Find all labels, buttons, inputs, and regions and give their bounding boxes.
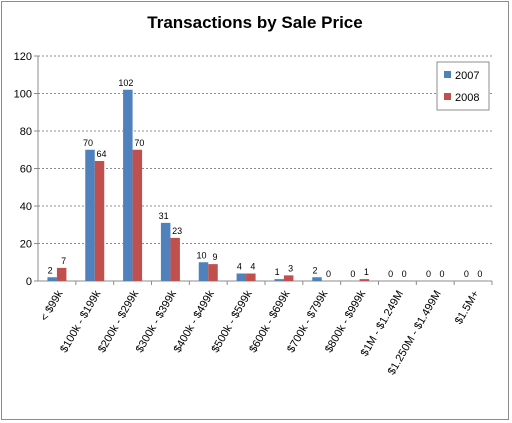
data-label-2007: 0 [388,269,393,279]
data-label-2008: 3 [288,263,293,273]
data-label-2008: 70 [134,138,144,148]
bar-2008 [170,237,180,281]
data-label-2008: 0 [402,269,407,279]
legend-swatch-2008 [444,93,451,100]
data-label-2008: 23 [172,226,182,236]
data-label-2008: 9 [212,252,217,262]
y-tick-label: 100 [14,89,32,101]
legend-box [436,61,490,111]
bar-2007 [85,149,95,281]
bar-2008 [132,149,143,281]
y-tick-label: 120 [14,51,32,63]
bar-2008 [283,275,294,281]
x-tick-label: $100k - $199k [58,288,104,355]
x-tick-label: $600k - $699k [247,288,293,355]
y-tick-label: 80 [20,126,32,138]
y-tick-label: 40 [20,201,32,213]
bar-2007 [312,277,322,281]
gridlines [34,55,492,282]
data-label-2007: 102 [118,78,133,88]
x-tick-labels: < $99k$100k - $199k$200k - $299k$300k - … [38,288,481,377]
data-label-2008: 0 [439,269,444,279]
axes [37,56,493,285]
bar-2007 [198,262,209,281]
data-label-2008: 0 [326,269,331,279]
data-label-2007: 0 [350,269,355,279]
x-tick-label: $400k - $499k [172,288,218,355]
y-tick-labels: 0 20 40 60 80 100 120 [14,51,32,288]
x-tick-label: $300k - $399k [134,288,180,355]
data-label-2007: 70 [83,138,93,148]
x-tick-label: $500k - $599k [209,288,255,355]
x-tick-label: $800k - $999k [323,288,369,355]
x-tick-label: < $99k [38,288,65,323]
data-label-2008: 64 [96,149,106,159]
data-label-2008: 4 [250,262,255,272]
y-tick-label: 0 [26,276,32,288]
data-label-2008: 1 [364,267,369,277]
bar-2008 [208,264,218,281]
data-label-2007: 4 [237,262,242,272]
data-label-2007: 0 [464,269,469,279]
data-label-2007: 2 [312,265,317,275]
data-label-2007: 10 [196,250,206,260]
bar-2008 [246,273,256,281]
bar-2008 [56,267,67,281]
bar-2007 [47,277,57,281]
legend-label-2008: 2008 [455,92,479,104]
x-tick-label: $200k - $299k [96,288,142,355]
legend: 2007 2008 [436,61,490,111]
bar-2007 [236,273,247,281]
data-label-2008: 0 [477,269,482,279]
data-label-2008: 7 [61,256,66,266]
bar-2008 [359,279,370,281]
x-tick-label: $700k - $799k [285,288,331,355]
bar-2007 [160,222,171,281]
data-label-2007: 2 [48,265,53,275]
y-tick-label: 20 [20,239,32,251]
data-label-2007: 1 [275,267,280,277]
bar-2007 [274,279,284,281]
data-label-2007: 0 [426,269,431,279]
bars [47,89,370,281]
bar-2007 [123,89,133,281]
legend-label-2007: 2007 [455,70,479,82]
x-tick-label: $1.5M+ [453,289,482,327]
y-tick-label: 60 [20,164,32,176]
data-label-2007: 31 [159,211,169,221]
bar-2008 [94,161,105,281]
chart-title: Transactions by Sale Price [147,13,362,32]
legend-swatch-2007 [444,71,451,78]
